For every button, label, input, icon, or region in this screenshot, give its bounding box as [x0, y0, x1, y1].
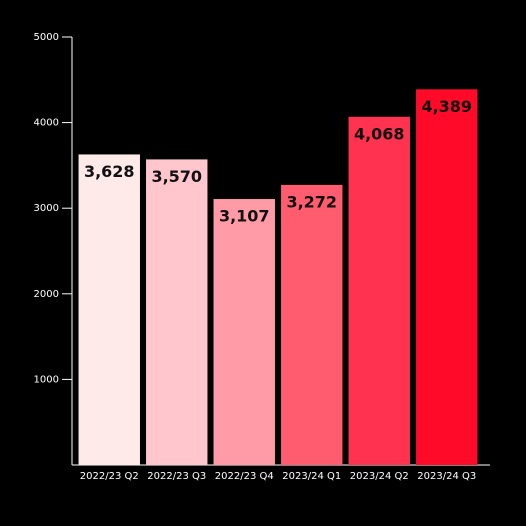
y-tick-label: 2000 — [34, 289, 59, 300]
y-tick-label: 5000 — [34, 32, 59, 43]
x-tick-label: 2023/24 Q2 — [350, 471, 409, 482]
value-label: 3,628 — [84, 162, 135, 181]
value-label: 3,107 — [219, 207, 270, 226]
value-label: 3,570 — [151, 167, 202, 186]
bar — [146, 159, 208, 465]
value-label: 3,272 — [286, 192, 337, 211]
x-tick-label: 2022/23 Q3 — [147, 471, 206, 482]
bar — [213, 199, 275, 465]
x-tick-label: 2023/24 Q1 — [282, 471, 341, 482]
bar — [348, 116, 410, 465]
value-label: 4,068 — [354, 124, 405, 143]
y-tick-label: 1000 — [34, 374, 59, 385]
x-tick-label: 2022/23 Q2 — [80, 471, 139, 482]
bar — [78, 154, 140, 465]
value-label: 4,389 — [421, 97, 472, 116]
x-tick-label: 2023/24 Q3 — [417, 471, 476, 482]
bar — [416, 89, 478, 465]
bar — [281, 184, 343, 465]
x-tick-label: 2022/23 Q4 — [215, 471, 274, 482]
y-tick-label: 3000 — [34, 203, 59, 214]
y-tick-label: 4000 — [34, 118, 59, 129]
